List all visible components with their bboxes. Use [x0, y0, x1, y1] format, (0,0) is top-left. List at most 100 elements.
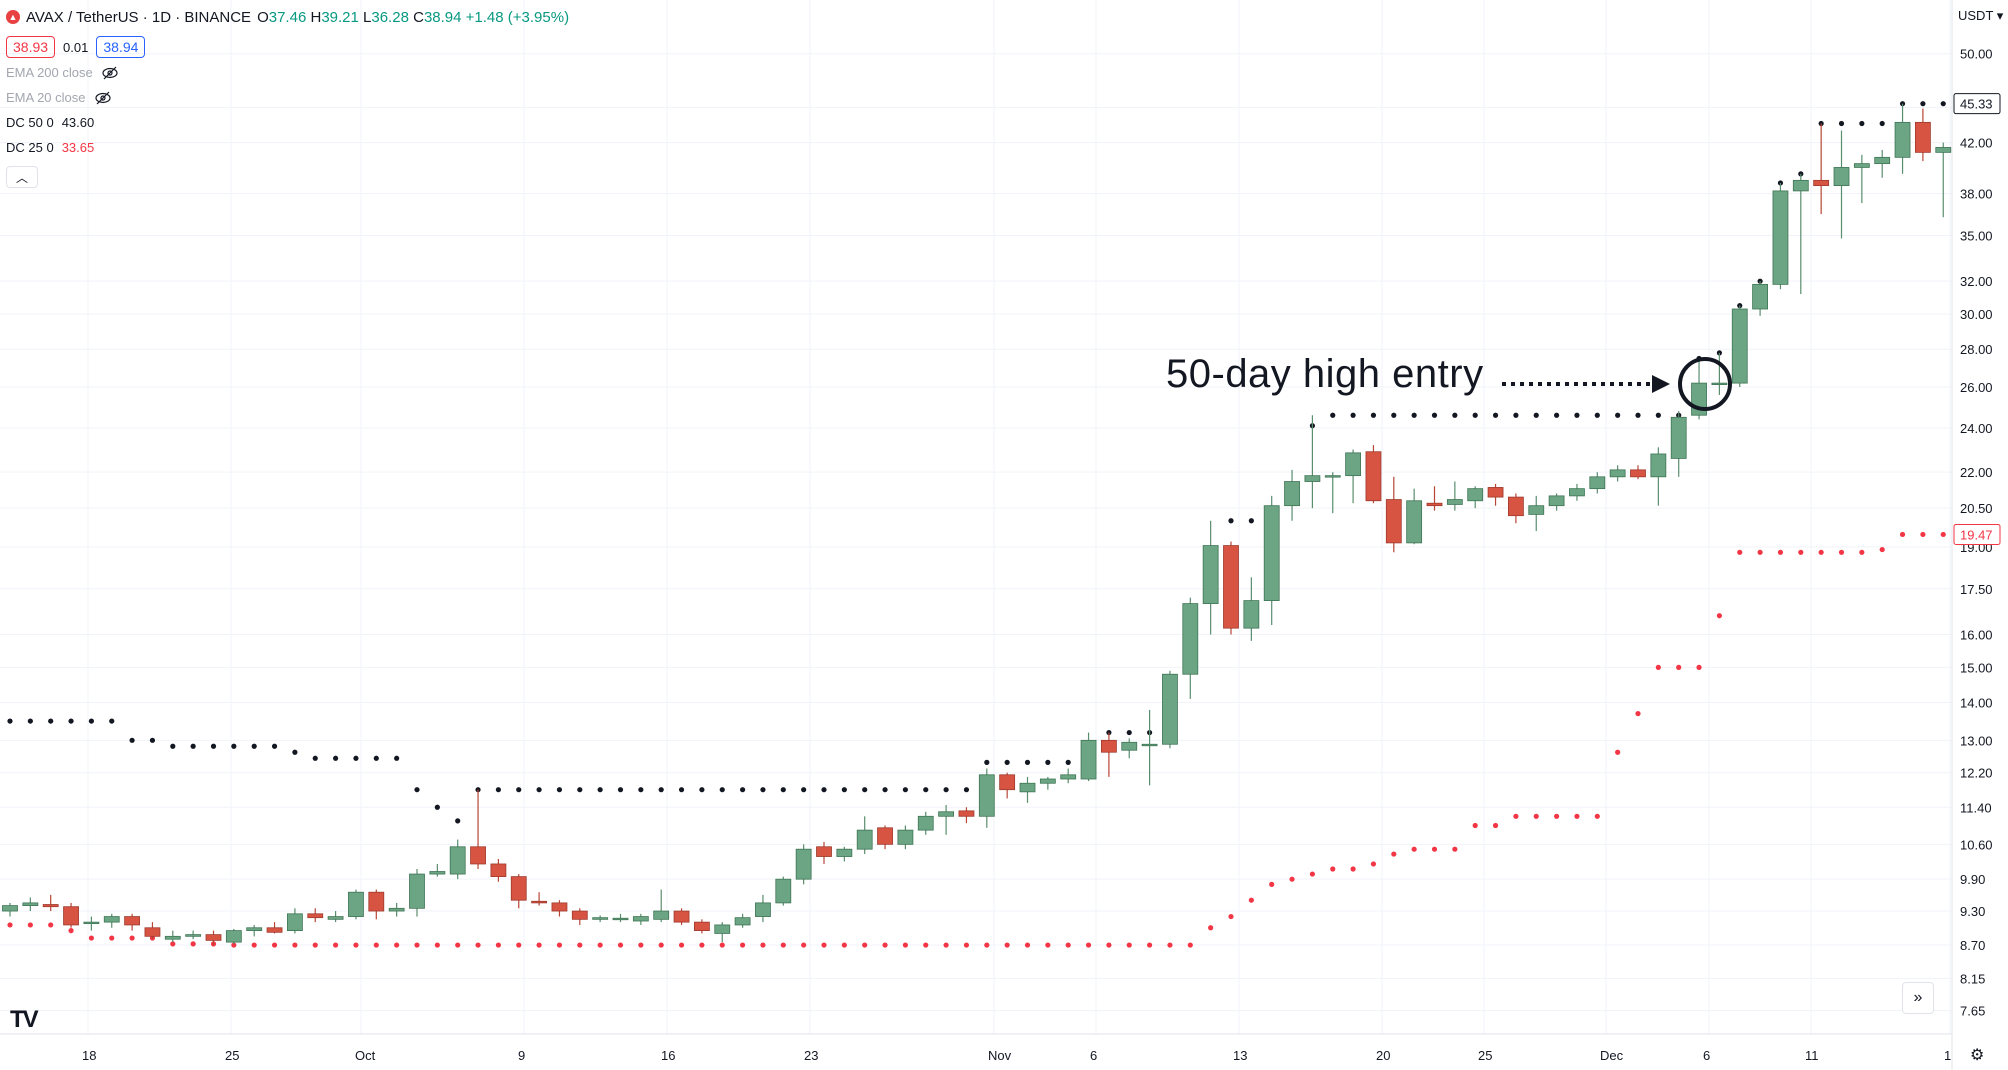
candle[interactable]	[714, 922, 731, 943]
candle[interactable]	[1365, 445, 1382, 504]
candle[interactable]	[551, 900, 568, 917]
candle[interactable]	[1528, 495, 1545, 532]
candle[interactable]	[734, 913, 751, 928]
candle[interactable]	[1569, 483, 1585, 501]
candle[interactable]	[1630, 465, 1646, 480]
candle[interactable]	[1406, 488, 1423, 545]
candle[interactable]	[897, 825, 914, 850]
candle[interactable]	[1080, 732, 1097, 782]
candle[interactable]	[1243, 577, 1260, 641]
candle[interactable]	[816, 841, 832, 864]
indicator-ema20[interactable]: EMA 20 close	[6, 85, 569, 110]
candle[interactable]	[1853, 154, 1870, 204]
eye-hidden-icon[interactable]	[94, 91, 112, 105]
candle[interactable]	[1935, 142, 1952, 218]
candle[interactable]	[1833, 130, 1850, 239]
candle[interactable]	[266, 922, 283, 934]
candle[interactable]	[327, 911, 344, 923]
candle[interactable]	[1874, 149, 1891, 178]
candle[interactable]	[1060, 768, 1077, 784]
time-axis[interactable]: 18 25 Oct 9 16 23 Nov 6 13 20 25 Dec 6 11 1	[82, 1048, 1951, 1063]
candle[interactable]	[978, 768, 995, 828]
candle[interactable]	[938, 805, 954, 835]
candle[interactable]	[1121, 738, 1138, 759]
candle[interactable]	[653, 889, 670, 923]
candle[interactable]	[510, 874, 527, 909]
candle[interactable]	[1426, 486, 1443, 511]
collapse-legend-button[interactable]: ︿	[6, 166, 38, 188]
candle[interactable]	[999, 772, 1016, 799]
indicator-dc50[interactable]: DC 50 0 43.60	[6, 115, 95, 130]
candle[interactable]	[22, 897, 39, 912]
candle[interactable]	[877, 825, 893, 850]
candle[interactable]	[1609, 465, 1626, 482]
indicator-dc25[interactable]: DC 25 0 33.65	[6, 140, 95, 155]
candle[interactable]	[673, 908, 690, 925]
candle[interactable]	[1101, 732, 1117, 777]
candle[interactable]	[185, 930, 202, 940]
candle[interactable]	[1589, 472, 1606, 494]
candle[interactable]	[958, 807, 975, 824]
candle[interactable]	[307, 908, 324, 923]
candle[interactable]	[632, 913, 649, 925]
settings-gear-icon[interactable]: ⚙	[1970, 1047, 1985, 1064]
candle[interactable]	[1263, 495, 1280, 626]
candle[interactable]	[1304, 415, 1321, 509]
sell-price-button[interactable]: 38.93	[6, 36, 56, 58]
candle[interactable]	[612, 913, 629, 923]
candle[interactable]	[694, 919, 710, 934]
candle[interactable]	[1162, 670, 1178, 749]
candle[interactable]	[429, 863, 446, 877]
candle[interactable]	[1345, 449, 1361, 504]
candle[interactable]	[775, 876, 792, 906]
candle[interactable]	[836, 846, 853, 862]
candle[interactable]	[1548, 493, 1565, 511]
candle[interactable]	[571, 908, 588, 925]
candle[interactable]	[856, 816, 873, 855]
candle[interactable]	[1508, 493, 1524, 524]
candle[interactable]	[1385, 476, 1402, 553]
tradingview-logo[interactable]: TV	[10, 1006, 39, 1033]
candle[interactable]	[531, 892, 547, 906]
candle[interactable]	[1752, 281, 1768, 316]
candle[interactable]	[164, 930, 181, 943]
candle[interactable]	[592, 915, 609, 923]
candle[interactable]	[144, 922, 161, 940]
candle[interactable]	[1487, 483, 1504, 506]
candle[interactable]	[470, 789, 486, 869]
symbol-row[interactable]: ▲ AVAX / TetherUS · 1D · BINANCE O37.46 …	[6, 6, 569, 28]
candle[interactable]	[1141, 709, 1158, 786]
candle[interactable]	[1039, 776, 1056, 790]
price-axis[interactable]: 50.0045.0042.0038.0035.0032.0030.0028.00…	[1960, 47, 1993, 1019]
candle[interactable]	[368, 889, 385, 920]
candle[interactable]	[490, 858, 507, 882]
scroll-to-realtime-button[interactable]: »	[1902, 982, 1934, 1014]
candle[interactable]	[1284, 469, 1300, 521]
candle[interactable]	[1731, 305, 1748, 388]
candle[interactable]	[246, 924, 263, 937]
candle[interactable]	[449, 839, 466, 880]
symbol-name[interactable]: AVAX / TetherUS · 1D · BINANCE	[26, 8, 252, 26]
candle[interactable]	[755, 894, 771, 923]
candle[interactable]	[348, 889, 364, 920]
candle[interactable]	[286, 908, 303, 934]
candle[interactable]	[1324, 472, 1341, 514]
candle[interactable]	[795, 844, 812, 885]
candle[interactable]	[1019, 776, 1036, 803]
candle[interactable]	[1202, 520, 1219, 635]
candle[interactable]	[1915, 108, 1931, 162]
candle[interactable]	[917, 811, 934, 835]
candle[interactable]	[1813, 123, 1830, 215]
candle[interactable]	[63, 902, 79, 928]
candle[interactable]	[103, 913, 120, 928]
candle[interactable]	[1894, 103, 1911, 174]
candle[interactable]	[1467, 486, 1484, 509]
candle[interactable]	[1670, 411, 1687, 477]
candle[interactable]	[2, 902, 18, 917]
candle[interactable]	[1711, 352, 1728, 395]
candle[interactable]	[388, 902, 405, 917]
eye-hidden-icon[interactable]	[101, 66, 119, 80]
buy-price-button[interactable]: 38.94	[96, 36, 146, 58]
